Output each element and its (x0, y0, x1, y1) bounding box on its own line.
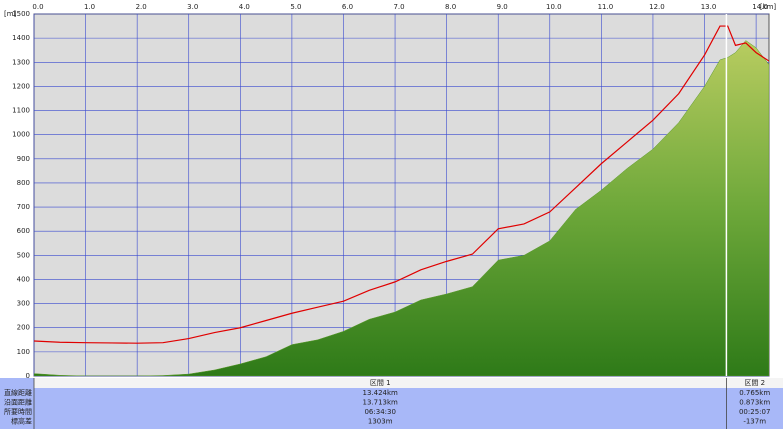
x-tick-label: 8.0 (445, 3, 456, 11)
y-tick-label: 700 (17, 203, 30, 211)
x-tick-label: 6.0 (342, 3, 353, 11)
y-tick-label: 1500 (12, 10, 30, 18)
y-tick-label: 500 (17, 251, 30, 259)
x-axis-label: [km] (760, 3, 777, 11)
x-tick-label: 2.0 (136, 3, 147, 11)
row-label: 標高差 (11, 417, 32, 426)
x-tick-label: 13.0 (701, 3, 717, 11)
x-tick-label: 3.0 (187, 3, 198, 11)
column-header: 区間 2 (744, 379, 765, 387)
x-tick-label: 9.0 (497, 3, 508, 11)
x-tick-label: 1.0 (84, 3, 95, 11)
y-tick-label: 1000 (12, 131, 30, 139)
y-tick-label: 0 (26, 372, 30, 380)
x-tick-label: 10.0 (546, 3, 562, 11)
cell: 06:34:30 (364, 408, 395, 416)
x-tick-label: 5.0 (290, 3, 301, 11)
y-tick-label: 300 (17, 300, 30, 308)
x-tick-label: 12.0 (649, 3, 665, 11)
profile-line (34, 25, 769, 344)
y-tick-label: 400 (17, 275, 30, 283)
x-tick-label: 14.0 (752, 3, 768, 11)
y-tick-label: 1200 (12, 82, 30, 90)
y-tick-label: 800 (17, 179, 30, 187)
cell: -137m (743, 418, 766, 426)
cell: 13.713km (363, 399, 399, 407)
x-tick-label: 4.0 (239, 3, 250, 11)
x-tick-label: 0.0 (32, 3, 43, 11)
y-tick-label: 1100 (12, 107, 30, 115)
cell: 0.873km (739, 399, 770, 407)
y-tick-label: 1400 (12, 34, 30, 42)
y-tick-label: 1300 (12, 58, 30, 66)
cell: 1303m (368, 418, 393, 426)
cell: 0.765km (739, 389, 770, 397)
column-header: 区間 1 (370, 379, 391, 387)
elevation-area (34, 40, 769, 376)
y-tick-label: 200 (17, 324, 30, 332)
cell: 13.424km (363, 389, 399, 397)
table-header (34, 378, 783, 388)
cell: 00:25:07 (739, 408, 770, 416)
x-tick-label: 7.0 (393, 3, 404, 11)
x-tick-label: 11.0 (598, 3, 614, 11)
y-tick-label: 600 (17, 227, 30, 235)
y-axis-label: [m] (4, 10, 17, 18)
row-label: 所要時間 (4, 407, 32, 416)
y-tick-label: 100 (17, 348, 30, 356)
row-label: 直線距離 (4, 388, 32, 397)
row-label: 沿面距離 (4, 398, 32, 407)
y-tick-label: 900 (17, 155, 30, 163)
